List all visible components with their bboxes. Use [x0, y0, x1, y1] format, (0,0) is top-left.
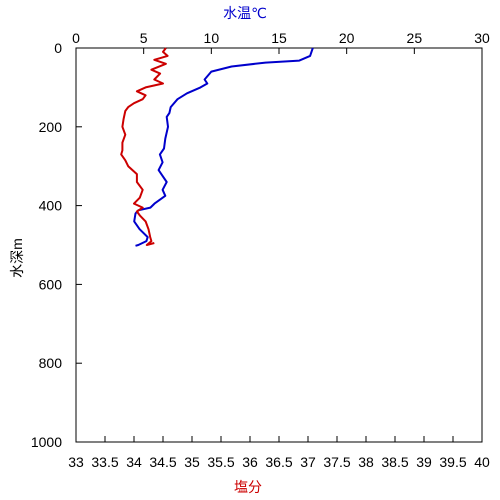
top-axis-tick-label: 20 — [339, 30, 355, 46]
y-axis: 0 200 400 600 800 1000 — [31, 40, 82, 450]
bottom-axis-tick-label: 36 — [242, 454, 258, 470]
bottom-axis-tick-label: 34 — [126, 454, 142, 470]
top-axis-tick-label: 5 — [140, 30, 148, 46]
salinity-profile-line — [120, 47, 169, 246]
bottom-axis-tick-label: 35 — [184, 454, 200, 470]
bottom-axis-tick-label: 34.5 — [149, 454, 176, 470]
bottom-axis-tick-label: 37 — [300, 454, 316, 470]
series-layer — [120, 47, 314, 247]
top-axis-tick-label: 25 — [407, 30, 423, 46]
bottom-axis-tick-label: 39.5 — [439, 454, 466, 470]
y-axis-tick-label: 200 — [39, 119, 63, 135]
bottom-axis-tick-label: 35.5 — [207, 454, 234, 470]
bottom-axis-tick-label: 39 — [416, 454, 432, 470]
bottom-axis-tick-label: 33 — [68, 454, 84, 470]
bottom-axis-tick-label: 33.5 — [91, 454, 118, 470]
y-axis-tick-label: 400 — [39, 198, 63, 214]
bottom-axis-tick-label: 37.5 — [323, 454, 350, 470]
top-axis: 0 5 10 15 20 25 30 — [72, 30, 490, 54]
top-axis-tick-label: 10 — [204, 30, 220, 46]
top-axis-tick-label: 30 — [474, 30, 490, 46]
y-axis-tick-label: 0 — [54, 40, 62, 56]
y-axis-tick-label: 1000 — [31, 434, 62, 450]
bottom-axis-tick-label: 36.5 — [265, 454, 292, 470]
top-axis-tick-label: 0 — [72, 30, 80, 46]
bottom-axis-tick-label: 40 — [474, 454, 490, 470]
bottom-axis-tick-label: 38 — [358, 454, 374, 470]
top-axis-label: 水温℃ — [223, 5, 267, 21]
bottom-axis: 33 33.5 34 34.5 35 35.5 36 36.5 37 37.5 38 38.5 39 39… — [68, 436, 490, 470]
y-axis-tick-label: 600 — [39, 276, 63, 292]
bottom-axis-label: 塩分 — [234, 479, 262, 495]
y-axis-tick-label: 800 — [39, 355, 63, 371]
bottom-axis-tick-label: 38.5 — [381, 454, 408, 470]
top-axis-tick-label: 15 — [271, 30, 287, 46]
temperature-profile-line — [133, 47, 314, 247]
y-axis-label: 水深m — [9, 238, 25, 278]
